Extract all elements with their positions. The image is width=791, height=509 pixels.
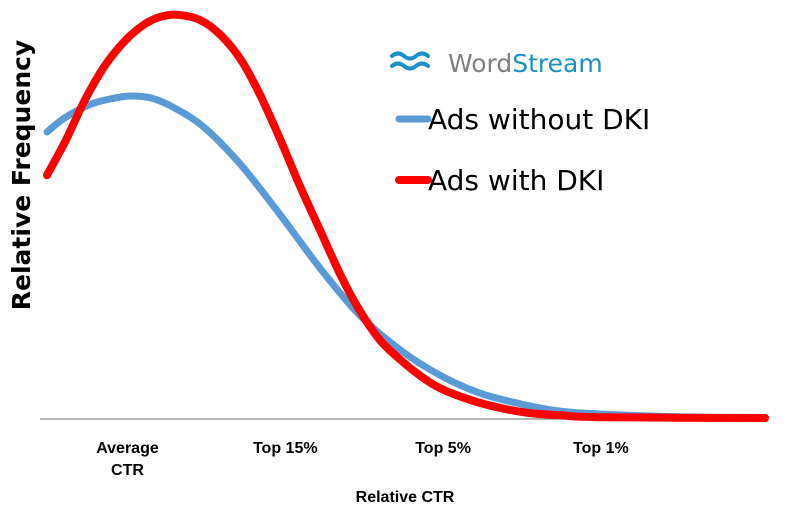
x-tick-label: Top 5% [415, 440, 471, 457]
wave-icon [390, 51, 430, 71]
svg-text:WordStream: WordStream [448, 49, 603, 78]
x-tick-label: Average CTR [96, 440, 159, 479]
x-tick-labels: Average CTR Top 15% Top 5% Top 1% [96, 440, 629, 479]
legend-label-ads-without-dki: Ads without DKI [428, 103, 650, 136]
y-axis-label: Relative Frequency [7, 40, 36, 310]
series-layer [43, 10, 769, 422]
x-axis-label: Relative CTR [356, 489, 455, 506]
wordstream-logo: WordStream [390, 49, 603, 78]
legend-label-ads-with-dki: Ads with DKI [428, 164, 604, 197]
series-line-ads-with-dki [43, 10, 769, 422]
x-tick-label: Top 1% [573, 440, 629, 457]
x-tick-label: Top 15% [253, 440, 318, 457]
legend: Ads without DKI Ads with DKI [395, 103, 650, 197]
